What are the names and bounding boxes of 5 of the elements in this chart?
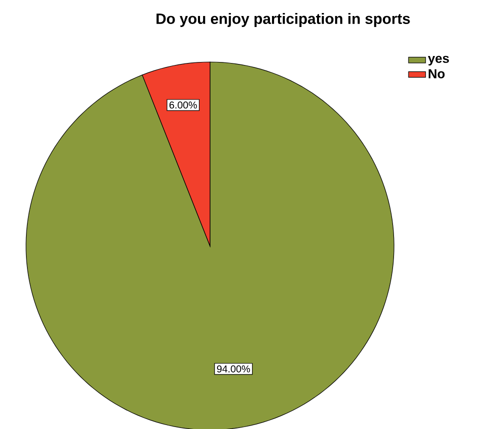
- data-label: 6.00%: [169, 102, 197, 109]
- legend-label: yes: [428, 56, 449, 66]
- data-label: 94.00%: [217, 365, 250, 372]
- legend-label: No: [428, 69, 445, 78]
- chart-title: Do you enjoy participation in sports: [156, 13, 410, 27]
